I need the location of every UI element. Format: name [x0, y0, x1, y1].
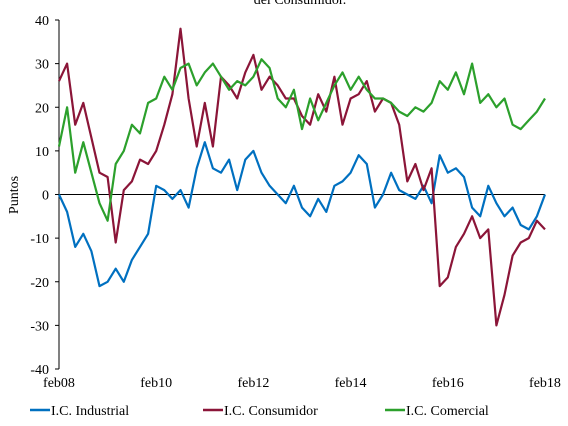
x-tick-label: feb18: [529, 376, 561, 391]
data-line: [58, 27, 546, 327]
x-tick-label: feb14: [335, 376, 367, 391]
legend-label: I.C. Comercial: [406, 404, 489, 419]
y-tick-label: -10: [30, 232, 49, 247]
y-tick-label: -30: [30, 319, 49, 334]
y-tick-label: 0: [42, 189, 49, 204]
y-tick-label: -40: [30, 363, 49, 378]
x-tick-label: feb16: [432, 376, 464, 391]
data-line: [58, 141, 547, 288]
y-tick-label: -20: [30, 276, 49, 291]
legend-label: I.C. Industrial: [51, 404, 129, 419]
chart-title: del Consumidor.: [254, 0, 347, 8]
x-tick-label: feb08: [43, 376, 75, 391]
x-tick-label: feb12: [237, 376, 269, 391]
y-tick-label: 20: [35, 101, 49, 116]
y-tick-label: 30: [35, 58, 49, 73]
x-tick-label: feb10: [140, 376, 172, 391]
y-tick-label: 40: [35, 14, 49, 29]
legend-label: I.C. Consumidor: [224, 404, 318, 419]
y-axis-label: Puntos: [7, 176, 22, 214]
y-tick-label: 10: [35, 145, 49, 160]
data-line: [57, 58, 546, 222]
